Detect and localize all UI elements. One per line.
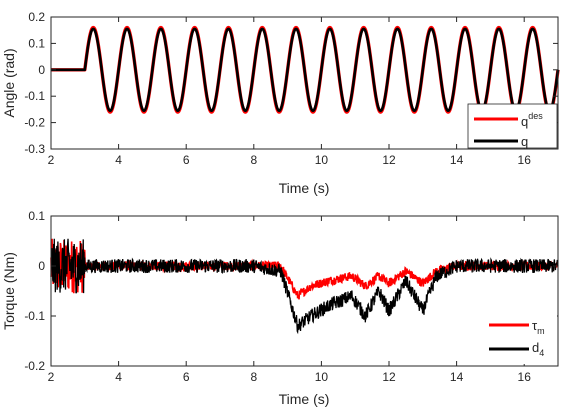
angle-plot-area [49,16,560,150]
torque-x-tick-label: 8 [250,370,257,384]
angle-y-tick-label: 0.2 [28,10,45,24]
angle-y-tick-label: -0.2 [24,116,45,130]
torque-x-ticks: 2 4 6 8 10 12 14 16 [48,216,532,384]
torque-y-tick-label: -0.2 [24,359,45,373]
tau-symbol: τ [532,318,538,333]
angle-x-tick-label: 2 [48,153,55,167]
torque-x-tick-label: 14 [450,370,464,384]
torque-x-tick-label: 12 [382,370,396,384]
torque-subplot: 2 4 6 8 10 12 14 16 -0.2 -0.1 0 0.1 Time (s) Torqu… [1,209,559,407]
torque-x-tick-label: 10 [315,370,329,384]
angle-y-ticks: -0.3 -0.2 -0.1 0 0.1 0.2 [24,10,558,156]
angle-series-q-line [50,27,560,113]
torque-legend-label-d4: d4 [532,340,544,358]
angle-x-tick-label: 8 [250,153,257,167]
angle-x-tick-label: 4 [115,153,122,167]
tau-subscript: m [537,326,545,336]
torque-series-group [50,238,559,335]
torque-x-axis-title: Time (s) [279,391,330,407]
torque-x-tick-label: 16 [518,370,532,384]
angle-y-tick-label: 0 [38,63,45,77]
torque-x-tick-label: 6 [183,370,190,384]
angle-x-axis-title: Time (s) [279,180,330,196]
angle-legend-label-qdes: qdes [521,111,543,129]
d4-subscript: 4 [539,348,544,358]
torque-y-tick-label: 0 [38,259,45,273]
angle-legend: qdes q [467,103,558,149]
angle-series-group [49,25,560,114]
d4-symbol: d [532,340,539,355]
torque-x-tick-label: 4 [115,370,122,384]
angle-y-tick-label: 0.1 [28,36,45,50]
torque-y-axis-title: Torque (Nm) [1,252,17,330]
angle-x-tick-label: 14 [450,153,464,167]
angle-subplot: 2 4 6 8 10 12 14 16 -0.3 -0.2 -0.1 0 0.1 0.2 Time (s… [1,10,560,196]
torque-legend-box [485,314,557,364]
torque-legend-label-tau: τm [532,318,545,336]
angle-x-tick-label: 12 [382,153,396,167]
qdes-superscript: des [528,111,543,121]
torque-y-ticks: -0.2 -0.1 0 0.1 [24,209,558,373]
angle-x-ticks: 2 4 6 8 10 12 14 16 [48,17,532,167]
angle-x-tick-label: 6 [183,153,190,167]
torque-plot-area [50,215,559,367]
torque-y-tick-label: 0.1 [28,209,45,223]
angle-y-tick-label: -0.1 [24,89,45,103]
torque-series-d4-line [50,238,559,335]
angle-y-axis-title: Angle (rad) [1,48,17,117]
angle-legend-label-q: q [521,134,528,149]
angle-y-tick-label: -0.3 [24,142,45,156]
torque-legend: τm d4 [485,314,557,364]
torque-x-tick-label: 2 [48,370,55,384]
qdes-symbol: q [521,114,528,129]
torque-y-tick-label: -0.1 [24,309,45,323]
angle-x-tick-label: 16 [518,153,532,167]
angle-x-tick-label: 10 [315,153,329,167]
